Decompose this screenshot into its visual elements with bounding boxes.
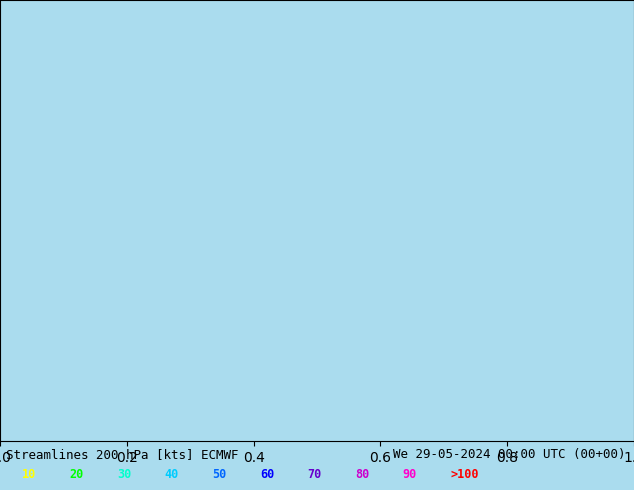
Text: 30: 30 xyxy=(117,468,131,481)
Text: Streamlines 200 hPa [kts] ECMWF: Streamlines 200 hPa [kts] ECMWF xyxy=(6,448,239,461)
Text: 70: 70 xyxy=(307,468,321,481)
Text: 20: 20 xyxy=(70,468,84,481)
Text: >100: >100 xyxy=(450,468,479,481)
Text: 50: 50 xyxy=(212,468,226,481)
Text: 90: 90 xyxy=(403,468,417,481)
Text: 80: 80 xyxy=(355,468,369,481)
Text: 40: 40 xyxy=(165,468,179,481)
Text: 10: 10 xyxy=(22,468,36,481)
Text: 60: 60 xyxy=(260,468,274,481)
Text: We 29-05-2024 00:00 UTC (00+00): We 29-05-2024 00:00 UTC (00+00) xyxy=(393,448,626,461)
